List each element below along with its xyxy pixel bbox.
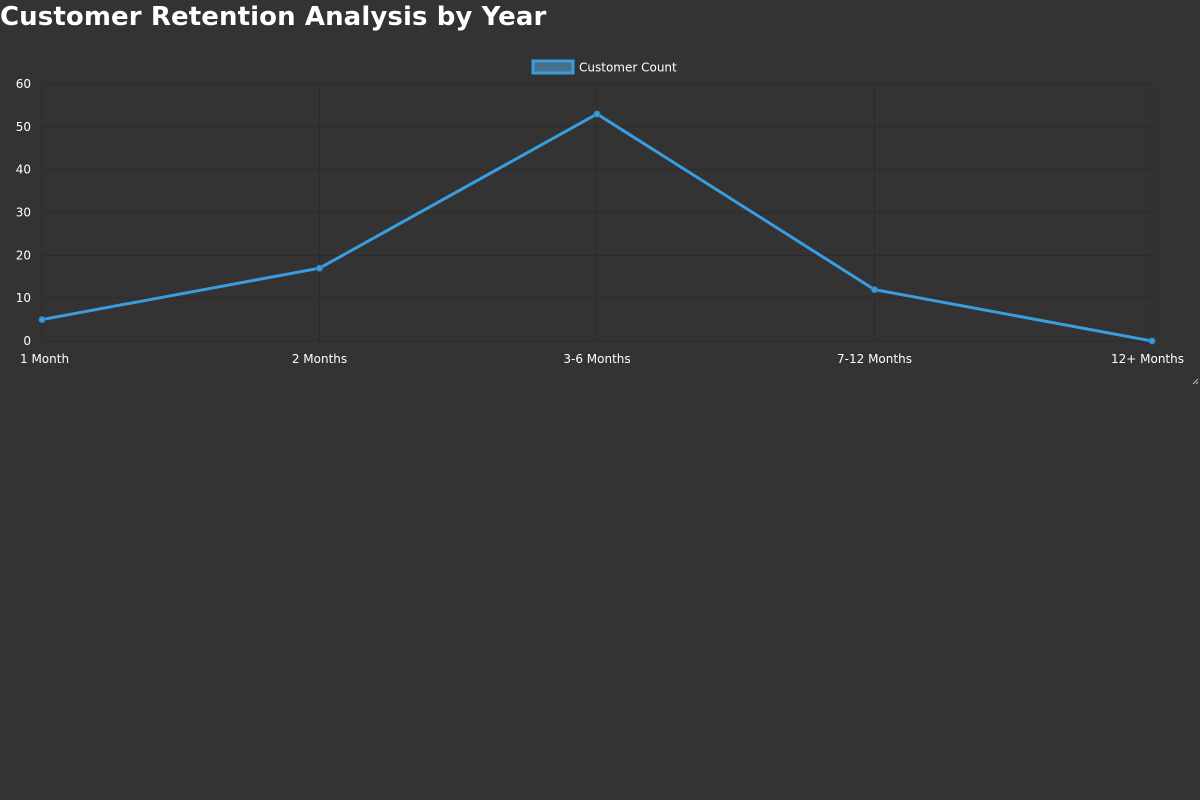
x-tick-label: 12+ Months: [1111, 352, 1184, 366]
y-tick-label: 30: [16, 206, 31, 220]
y-tick-label: 10: [16, 291, 31, 305]
y-axis-ticks: 0 10 20 30 40 50 60: [16, 77, 31, 348]
y-tick-label: 0: [23, 334, 31, 348]
x-tick-label: 7-12 Months: [837, 352, 912, 366]
data-point[interactable]: [38, 316, 46, 324]
y-tick-label: 50: [16, 120, 31, 134]
chart-legend[interactable]: Customer Count: [531, 59, 677, 75]
resize-handle-icon[interactable]: [1192, 378, 1199, 385]
x-tick-label: 3-6 Months: [563, 352, 630, 366]
legend-label: Customer Count: [579, 61, 677, 75]
y-tick-label: 20: [16, 248, 31, 262]
legend-swatch: [531, 59, 575, 75]
series-customer-count: [38, 110, 1156, 345]
page-title: Customer Retention Analysis by Year: [0, 2, 547, 32]
data-point[interactable]: [316, 264, 323, 272]
y-tick-label: 60: [16, 77, 31, 91]
y-tick-label: 40: [16, 163, 31, 177]
x-tick-label: 2 Months: [292, 352, 347, 366]
grid-lines: [41, 83, 1153, 342]
data-point[interactable]: [1148, 337, 1156, 345]
chart-container: Customer Count 0 10 20 30 40 50 60 1 Month 2 Mo…: [0, 50, 1200, 386]
data-point[interactable]: [593, 110, 601, 118]
data-point[interactable]: [871, 286, 878, 294]
x-axis-ticks: 1 Month 2 Months 3-6 Months 7-12 Months 12+ …: [20, 352, 1184, 366]
x-tick-label: 1 Month: [20, 352, 69, 366]
line-chart: Customer Count 0 10 20 30 40 50 60 1 Month 2 Mo…: [16, 59, 1199, 385]
